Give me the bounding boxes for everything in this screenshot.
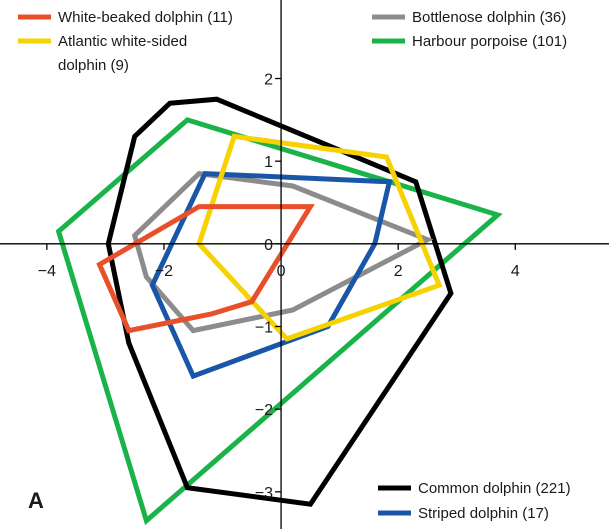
- legend-label-atlantic-white-sided-dolphin-9: Atlantic white-sided dolphin (9): [58, 33, 187, 74]
- hull-white-beaked-dolphin-11: [96, 204, 315, 334]
- y-tick-label: 0: [264, 237, 273, 254]
- x-tick-label: 4: [511, 263, 520, 280]
- x-tick-label: 0: [277, 263, 286, 280]
- legend-label-harbour-porpoise-101: Harbour porpoise (101): [412, 33, 567, 50]
- x-tick-label: −2: [155, 263, 173, 280]
- y-tick-label: −2: [255, 402, 273, 419]
- ticks: −4 −2 0 2 4 −3 −2 −1 0 1 2: [38, 72, 520, 502]
- panel-label: A: [28, 488, 44, 513]
- y-tick-label: −3: [255, 485, 273, 502]
- legend-label-common-dolphin-221: Common dolphin (221): [418, 480, 571, 497]
- legend-label-bottlenose-dolphin-36: Bottlenose dolphin (36): [412, 9, 566, 26]
- hull-polygons: [55, 96, 503, 526]
- y-tick-label: 1: [264, 154, 273, 171]
- legend: White-beaked dolphin (11) Atlantic white-…: [18, 9, 571, 522]
- x-tick-label: −4: [38, 263, 56, 280]
- y-tick-label: −1: [255, 319, 273, 336]
- legend-label-striped-dolphin-17: Striped dolphin (17): [418, 505, 549, 522]
- hull-atlantic-white-sided-dolphin-9: [196, 133, 443, 342]
- hull-harbour-porpoise-101: [55, 117, 503, 526]
- y-tick-label: 2: [264, 72, 273, 89]
- x-tick-label: 2: [394, 263, 403, 280]
- hull-common-dolphin-221: [105, 96, 454, 507]
- legend-label-white-beaked-dolphin-11: White-beaked dolphin (11): [58, 9, 233, 26]
